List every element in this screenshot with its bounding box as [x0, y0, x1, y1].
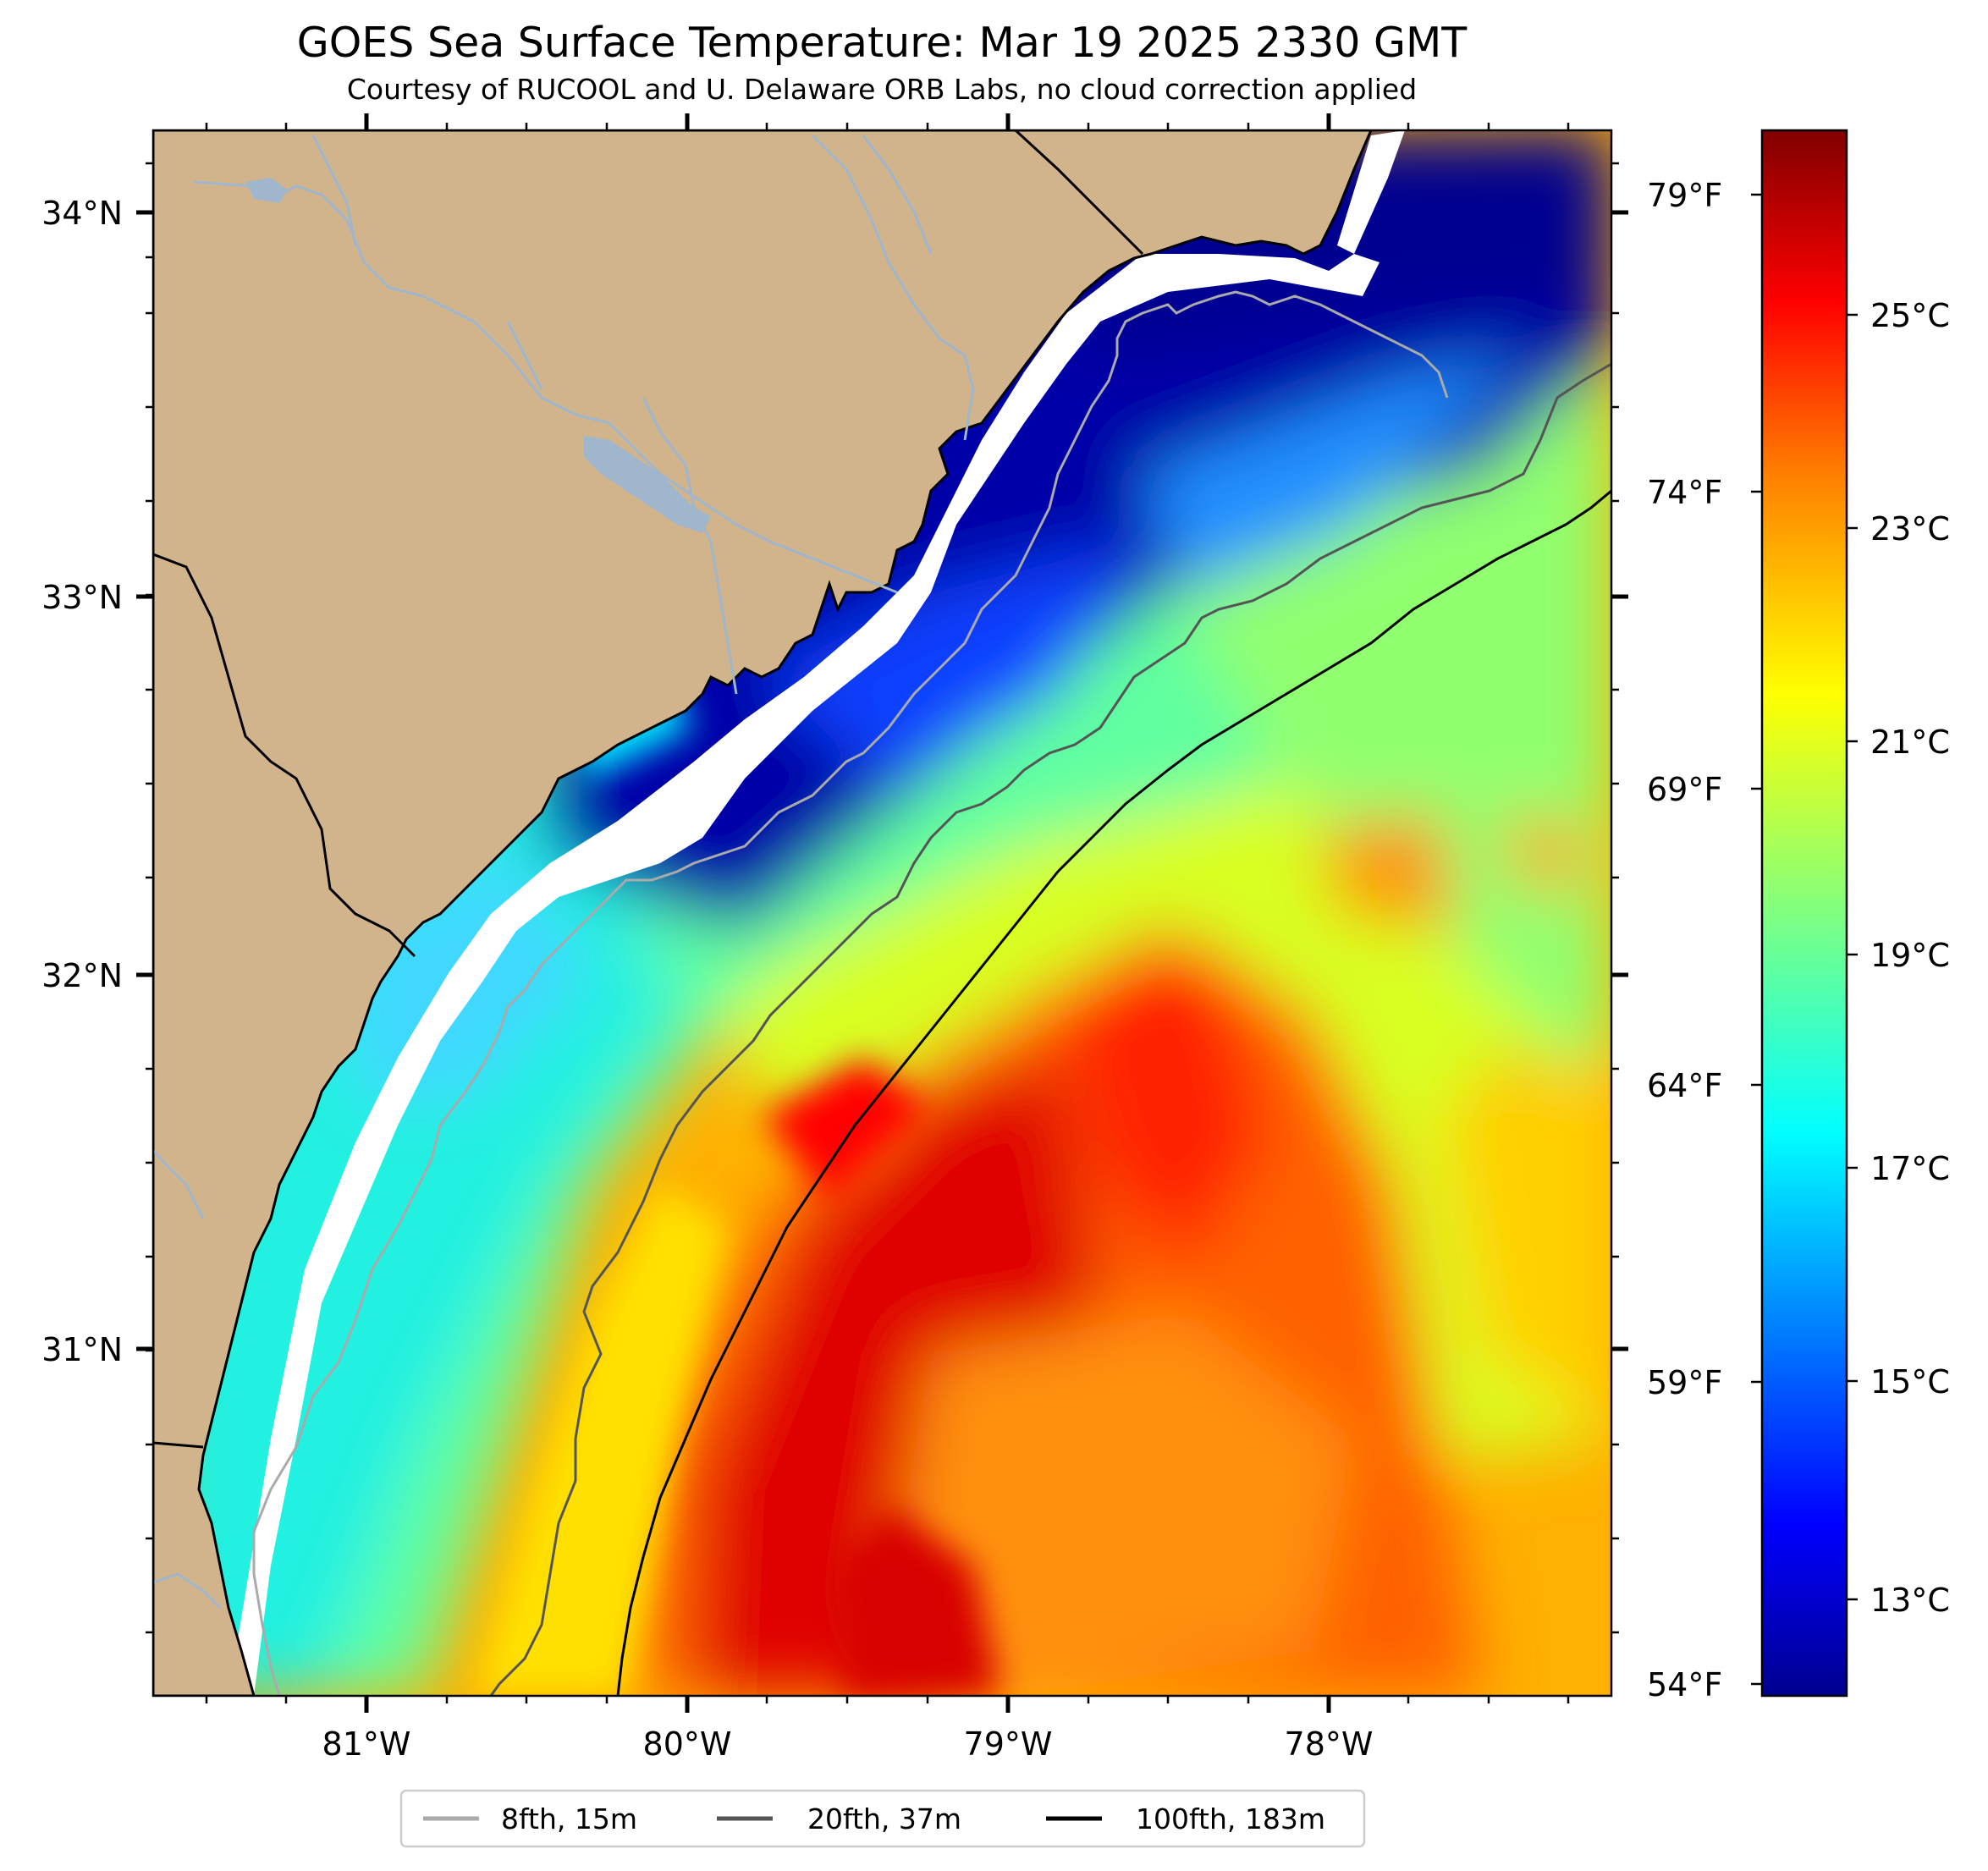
celsius-label: 21°C	[1870, 724, 1950, 761]
lat-label: 34°N	[41, 195, 123, 232]
contour-8fth	[252, 290, 1449, 1696]
lon-label: 81°W	[322, 1725, 411, 1763]
no-data-strip	[229, 254, 1379, 1696]
fahrenheit-label: 74°F	[1647, 474, 1722, 511]
legend-label: 100fth, 183m	[1136, 1802, 1325, 1835]
legend-label: 20fth, 37m	[807, 1802, 961, 1835]
celsius-label: 17°C	[1870, 1150, 1950, 1187]
chart-title: GOES Sea Surface Temperature: Mar 19 202…	[297, 19, 1468, 67]
lon-label: 78°W	[1285, 1725, 1374, 1763]
lat-label: 32°N	[41, 957, 123, 994]
lat-label: 31°N	[41, 1331, 123, 1368]
lat-labels: 34°N 33°N 32°N 31°N	[41, 195, 123, 1368]
legend-box	[399, 1789, 1366, 1848]
fahrenheit-label: 64°F	[1647, 1067, 1722, 1104]
lon-label: 79°W	[964, 1725, 1053, 1763]
lon-labels: 81°W 80°W 79°W 78°W	[322, 1725, 1374, 1763]
sst-field	[153, 130, 1611, 1696]
celsius-label: 19°C	[1870, 937, 1950, 974]
lake-icon	[584, 436, 711, 533]
fahrenheit-label: 54°F	[1647, 1666, 1722, 1703]
colorbar-gradient	[1760, 129, 1848, 1698]
legend: 8fth, 15m 20fth, 37m 100fth, 183m	[399, 1789, 1366, 1848]
celsius-label: 13°C	[1870, 1582, 1950, 1619]
fahrenheit-label: 79°F	[1647, 177, 1722, 214]
sst-detail	[474, 643, 999, 1696]
land-area	[153, 130, 1373, 1696]
celsius-label: 25°C	[1870, 297, 1950, 334]
contour-20fth	[489, 362, 1611, 1696]
lon-label: 80°W	[643, 1725, 732, 1763]
legend-label: 8fth, 15m	[501, 1802, 637, 1835]
state-boundaries	[153, 130, 1144, 1449]
contour-100fth	[616, 489, 1611, 1696]
map-panel	[153, 130, 1611, 1696]
colorbar: 25°C 23°C 21°C 19°C 17°C 15°C 13°C 79°F …	[1647, 129, 1950, 1703]
lat-label: 33°N	[41, 579, 123, 616]
celsius-label: 15°C	[1870, 1363, 1950, 1400]
celsius-label: 23°C	[1870, 510, 1950, 548]
fahrenheit-label: 69°F	[1647, 771, 1722, 808]
chart-subtitle: Courtesy of RUCOOL and U. Delaware ORB L…	[347, 73, 1417, 106]
map-frame	[151, 129, 1613, 1698]
fahrenheit-label: 59°F	[1647, 1364, 1722, 1401]
major-ticks	[136, 113, 1628, 1713]
